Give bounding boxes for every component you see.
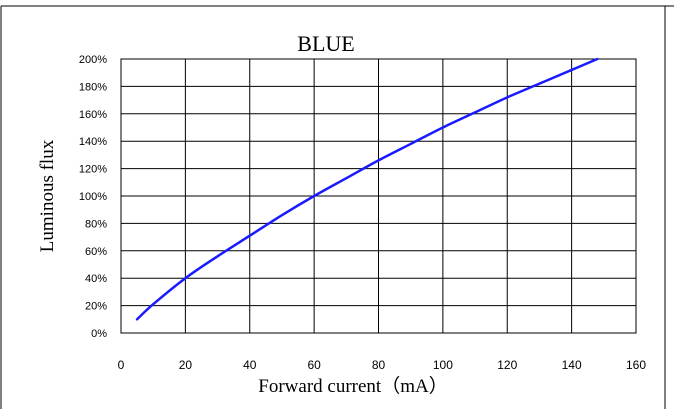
x-tick-label: 40 [243, 358, 257, 372]
grid [121, 59, 636, 333]
y-tick-label: 20% [85, 301, 107, 313]
y-axis-label: Luminous flux [37, 139, 58, 252]
x-tick-label: 100 [433, 358, 453, 372]
series-layer [137, 59, 597, 319]
x-tick-label: 140 [562, 358, 582, 372]
y-tick-label: 160% [79, 109, 107, 121]
x-tick-label: 120 [497, 358, 517, 372]
y-tick-label: 120% [79, 164, 107, 176]
series-line [137, 59, 597, 319]
x-tick-labels: 0 20 40 60 80 100 120 140 160 [118, 358, 647, 372]
x-axis-label: Forward current（mA） [258, 375, 447, 397]
y-tick-label: 60% [85, 246, 107, 258]
x-tick-label: 60 [307, 358, 321, 372]
x-tick-label: 160 [626, 358, 646, 372]
y-tick-label: 0% [91, 328, 107, 340]
x-tick-label: 0 [118, 358, 125, 372]
y-tick-label: 200% [79, 54, 107, 66]
x-tick-label: 80 [372, 358, 386, 372]
y-tick-label: 40% [85, 273, 107, 285]
y-tick-label: 140% [79, 136, 107, 148]
y-tick-label: 180% [79, 81, 107, 93]
chart-title: BLUE [297, 31, 354, 56]
y-tick-labels: 0% 20% 40% 60% 80% 100% 120% 140% 160% 180% 200% [79, 54, 107, 340]
y-tick-label: 100% [79, 191, 107, 203]
x-tick-label: 20 [179, 358, 193, 372]
y-tick-label: 80% [85, 218, 107, 230]
